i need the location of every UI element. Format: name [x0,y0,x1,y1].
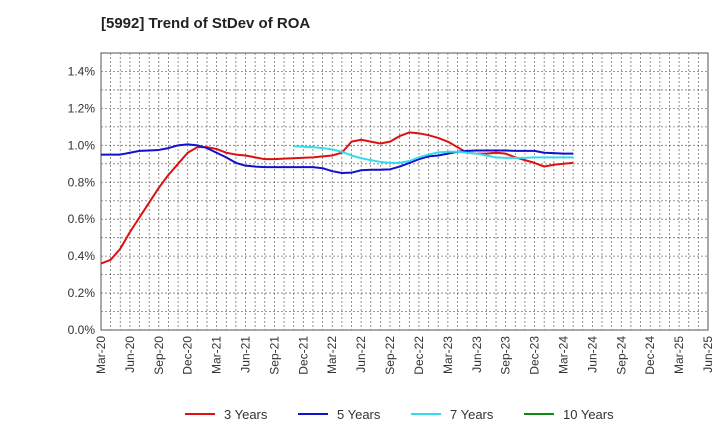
x-tick-label: Mar-25 [672,336,686,374]
y-tick-label: 0.6% [68,212,96,226]
series-line-3-years [100,131,574,265]
series-layer [100,131,574,265]
x-tick-label: Mar-20 [94,336,108,374]
x-tick-label: Dec-21 [296,336,310,375]
grid-layer [100,52,709,331]
plot-area [100,52,709,331]
x-tick-label: Dec-24 [643,336,657,375]
legend-label: 3 Years [224,407,268,422]
axis-layer: 0.0% 0.2% 0.4% 0.6% 0.8% 1.0% 1.2% 1.4% Mar-20 Ju… [68,64,715,374]
x-tick-label: Sep-24 [614,336,628,375]
x-tick-label: Sep-21 [267,336,281,375]
x-tick-label: Sep-20 [152,336,166,375]
y-tick-label: 0.8% [68,175,96,189]
y-tick-label: 1.2% [68,101,96,115]
x-tick-label: Dec-22 [412,336,426,375]
y-tick-label: 0.2% [68,286,96,300]
y-tick-label: 0.4% [68,249,96,263]
x-tick-label: Sep-22 [383,336,397,375]
x-tick-label: Jun-25 [701,336,715,373]
legend-label: 5 Years [337,407,381,422]
x-tick-label: Mar-22 [325,336,339,374]
series-line-7-years [293,145,574,164]
legend-label: 10 Years [563,407,614,422]
y-tick-label: 1.0% [68,138,96,152]
x-tick-label: Jun-22 [354,336,368,373]
x-tick-label: Dec-20 [181,336,195,375]
x-tick-label: Jun-21 [239,336,253,373]
x-tick-label: Jun-23 [470,336,484,373]
legend-label: 7 Years [450,407,494,422]
x-tick-label: Mar-24 [556,336,570,374]
y-tick-label: 0.0% [68,323,96,337]
series-line-5-years [101,143,574,175]
x-tick-label: Mar-21 [210,336,224,374]
chart-title: [5992] Trend of StDev of ROA [101,15,311,32]
x-tick-label: Jun-20 [123,336,137,373]
x-tick-label: Mar-23 [441,336,455,374]
x-tick-label: Dec-23 [528,336,542,375]
x-tick-label: Jun-24 [585,336,599,373]
y-tick-label: 1.4% [68,64,96,78]
x-tick-label: Sep-23 [499,336,513,375]
legend-layer: 3 Years 5 Years 7 Years 10 Years [185,407,614,422]
